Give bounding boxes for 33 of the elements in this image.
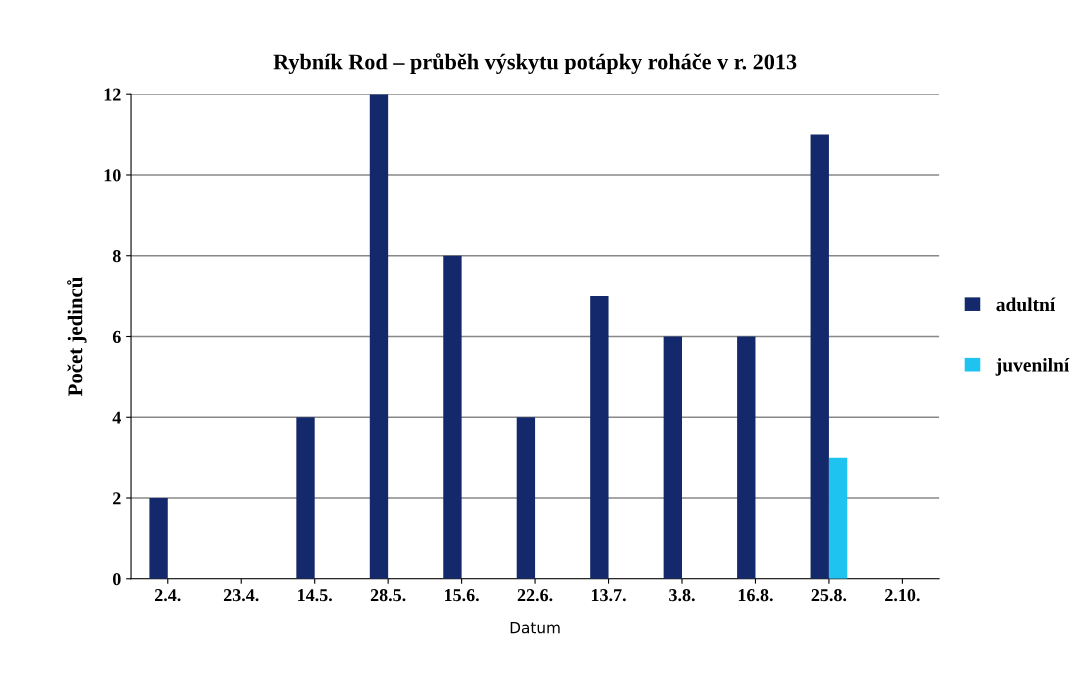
y-axis-title: Počet jedinců: [67, 277, 87, 397]
bar: [590, 296, 609, 579]
x-tick-label: 16.8.: [738, 589, 773, 602]
y-tick-label: 12: [104, 88, 121, 101]
x-tick-label: 2.4.: [154, 589, 181, 602]
x-tick-label: 14.5.: [298, 589, 332, 602]
x-tick-label: 23.4.: [223, 589, 259, 602]
x-tick-label: 22.6.: [517, 589, 553, 602]
x-tick-label: 25.8.: [811, 589, 847, 602]
x-axis-title: Datum: [510, 622, 560, 634]
bar: [149, 498, 168, 579]
x-tick-label: 15.6.: [445, 589, 479, 602]
bar: [663, 336, 682, 579]
y-tick-label: 6: [112, 330, 121, 343]
bar: [810, 134, 829, 579]
y-tick-label: 10: [104, 169, 121, 182]
y-tick-label: 2: [113, 492, 121, 505]
legend-label: juvenilní: [995, 357, 1070, 376]
bar: [369, 94, 389, 579]
legend-label: adultní: [996, 297, 1056, 312]
bar: [296, 417, 315, 579]
y-tick-label: 0: [112, 573, 121, 586]
bar: [737, 336, 756, 579]
x-tick-label: 3.8.: [669, 589, 695, 602]
x-tick-label: 13.7.: [591, 589, 626, 602]
chart-title: Rybník Rod – průběh výskytu potápky roháče v r. 2013: [273, 53, 797, 75]
bar: [828, 457, 848, 579]
y-tick-label: 4: [112, 411, 121, 424]
bar: [443, 255, 462, 579]
x-tick-label: 28.5.: [370, 589, 406, 602]
y-tick-label: 8: [112, 250, 121, 263]
x-tick-label: 2.10.: [885, 589, 920, 602]
bar: [516, 417, 536, 579]
